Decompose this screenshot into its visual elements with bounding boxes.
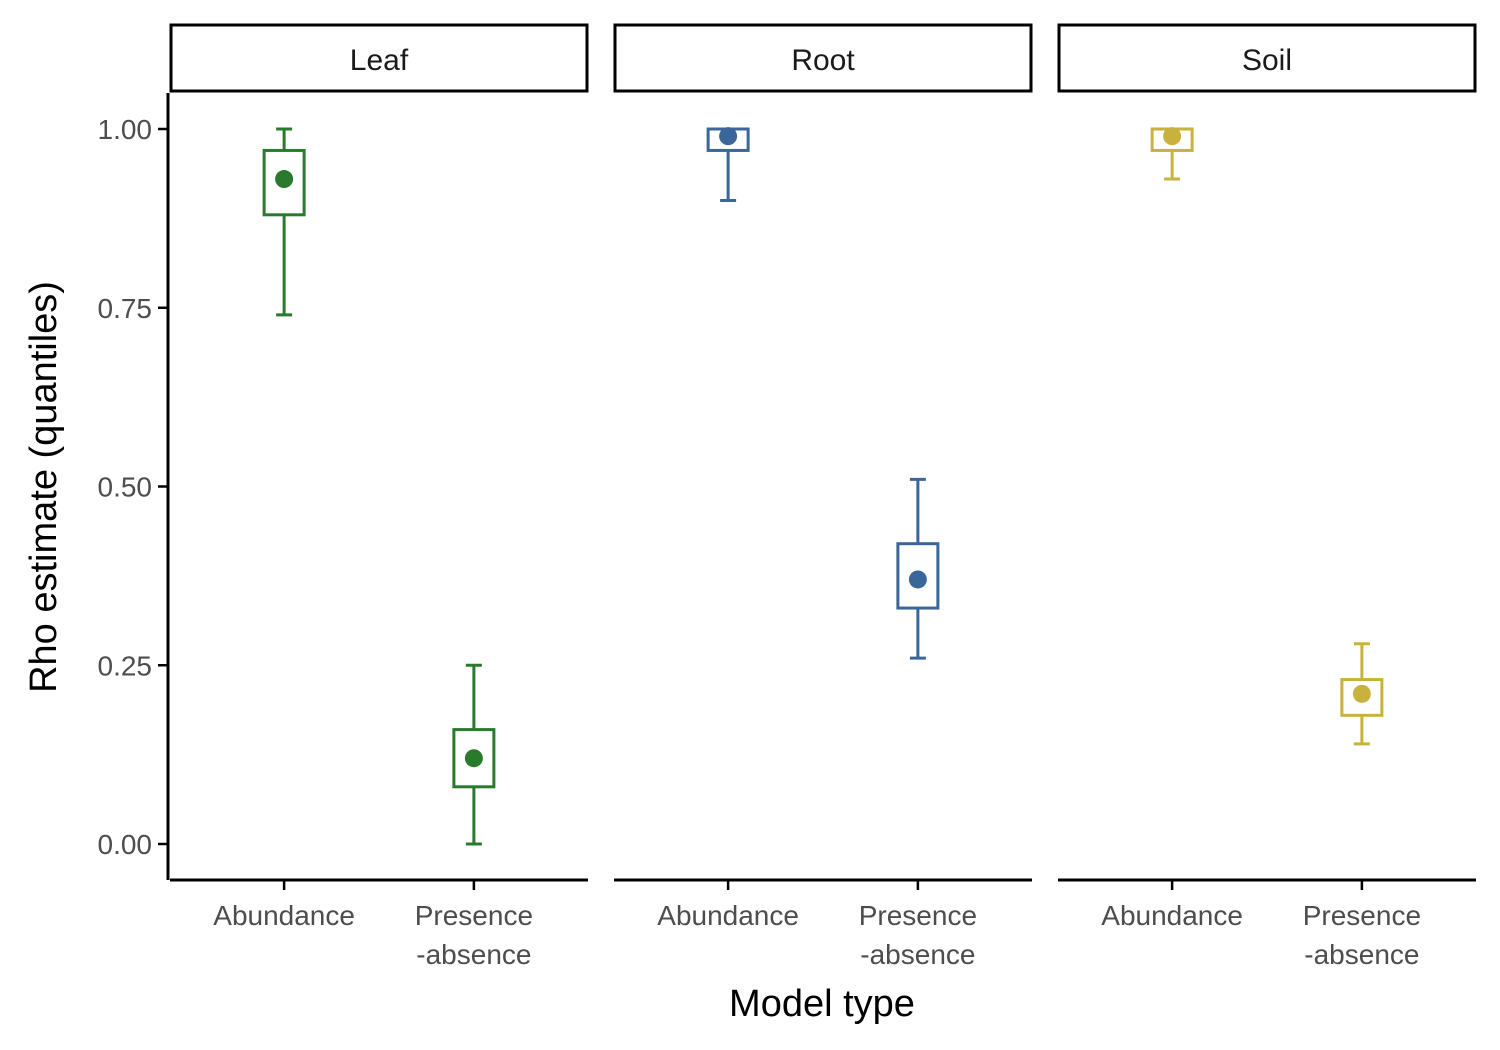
median-point <box>719 127 738 146</box>
facet-strip-label: Root <box>791 44 855 77</box>
y-tick-label: 0.25 <box>98 650 153 681</box>
y-tick-label: 0.00 <box>98 829 153 860</box>
median-point <box>275 170 294 189</box>
x-axis-title: Model type <box>729 983 915 1025</box>
y-tick-label: 1.00 <box>98 114 153 145</box>
y-tick-label: 0.75 <box>98 293 153 324</box>
plot-area: 0.00 0.25 0.50 0.75 1.00 Leaf Abundance Presenc… <box>98 23 1477 970</box>
facet-strip <box>613 23 1033 93</box>
x-tick-label: Abundance <box>213 900 355 931</box>
median-point <box>908 570 927 589</box>
median-point <box>1163 127 1182 146</box>
x-tick-label: Presence -absence <box>859 900 977 970</box>
y-tick-label: 0.50 <box>98 472 153 503</box>
x-tick-label: Presence -absence <box>1303 900 1421 970</box>
x-tick-label: Abundance <box>1101 900 1243 931</box>
facet-strip-label: Leaf <box>350 44 409 77</box>
median-point <box>464 749 483 768</box>
facet-strip <box>169 23 589 93</box>
y-axis-title: Rho estimate (quantiles) <box>23 281 65 693</box>
x-tick-label: Abundance <box>657 900 799 931</box>
facet-strip-label: Soil <box>1242 44 1292 77</box>
x-tick-label: Presence -absence <box>415 900 533 970</box>
median-point <box>1352 684 1371 703</box>
facet-strip <box>1057 23 1477 93</box>
